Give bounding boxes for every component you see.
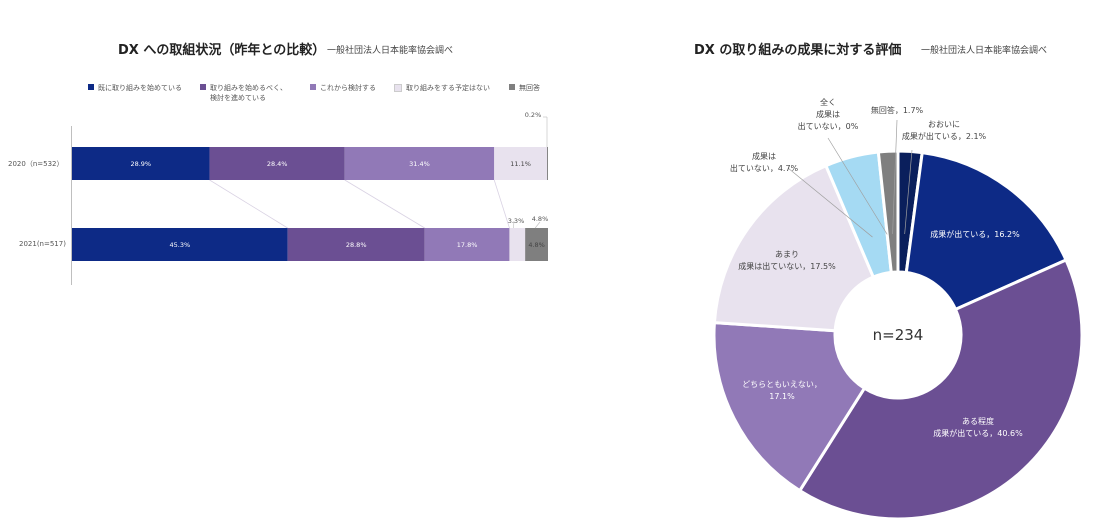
donut-center-label: n=234 (873, 326, 924, 344)
legend-swatch (509, 84, 515, 90)
bar-data-label: 11.1% (510, 160, 531, 168)
donut-chart-title: DX の取り組みの成果に対する評価 (694, 43, 902, 58)
donut-leader-line (787, 167, 873, 238)
bar-segment-1-3 (509, 228, 526, 261)
legend-label: 既に取り組みを始めている (98, 84, 182, 92)
bar-data-label: 4.8% (528, 241, 545, 249)
donut-slice-label: 無回答，1.7% (871, 105, 924, 115)
bar-segment-0-0 (72, 147, 210, 180)
legend-item-0: 既に取り組みを始めている (88, 83, 182, 93)
donut-slice-2 (797, 258, 1084, 521)
bar-segment-0-2 (344, 147, 495, 180)
bar-segment-1-2 (424, 228, 510, 261)
legend-item-2: これから検討する (310, 83, 376, 93)
bar-segment-0-1 (209, 147, 345, 180)
donut-slice-label: どちらともいえない， 17.1% (742, 380, 822, 401)
legend-item-1: 取り組みを始めるべく、 検討を進めている (200, 83, 287, 103)
bar-data-label: 4.8% (532, 215, 549, 223)
donut-slice-label: 全く成果は出ていない，0% (798, 97, 859, 131)
donut-slice-4 (712, 163, 876, 333)
stacked-bar-chart: 28.9% 28.4% 31.4% 11.1% 45.3% 28.8% 17.8% 4.8% 3… (71, 111, 549, 285)
donut-slice-label: あまり成果は出ていない，17.5% (738, 250, 836, 271)
legend-label: 取り組みをする予定はない (406, 84, 490, 92)
donut-leader-line (827, 137, 888, 235)
legend-item-3: 取り組みをする予定はない (394, 83, 490, 93)
legend-swatch (88, 84, 94, 90)
bar-chart-source: 一般社団法人日本能率協会調べ (327, 46, 454, 56)
donut-slice-label: 成果が出ている，16.2% (930, 229, 1020, 239)
bar-data-label: 28.4% (267, 160, 288, 168)
bar-data-label: 28.8% (346, 241, 367, 249)
donut-chart: おおいに成果が出ている，2.1% 成果が出ている，16.2% ある程度成果が出ている… (712, 97, 1084, 521)
donut-slice-label: おおいに成果が出ている，2.1% (902, 120, 987, 141)
donut-slice-1 (904, 150, 1069, 312)
bar-data-label: 17.8% (457, 241, 478, 249)
bar-data-label: 28.9% (130, 160, 151, 168)
bar-data-label: 31.4% (409, 160, 430, 168)
bar-connector-line (344, 179, 425, 229)
donut-leader-line (904, 149, 913, 235)
leader-line (513, 220, 515, 229)
bar-connector-line (493, 179, 510, 229)
legend-label: これから検討する (320, 84, 376, 92)
donut-chart-source: 一般社団法人日本能率協会調べ (921, 46, 1048, 56)
bar-segment-1-0 (72, 228, 288, 261)
legend-item-4: 無回答 (509, 83, 540, 93)
bar-data-label: 3.3% (508, 217, 525, 225)
bar-data-label: 0.2% (525, 111, 542, 119)
legend-swatch (310, 84, 316, 90)
bar-segment-1-4 (525, 228, 548, 261)
bar-row-label-2021: 2021(n=517) (19, 240, 66, 248)
bar-connector-line (209, 179, 288, 229)
donut-slice-7 (876, 149, 900, 275)
legend-swatch (200, 84, 206, 90)
bar-segment-1-1 (287, 228, 425, 261)
donut-leader-line (892, 119, 898, 234)
bar-segment-0-3 (494, 147, 548, 180)
legend-label: 無回答 (519, 84, 540, 92)
bar-data-label: 45.3% (169, 241, 190, 249)
bar-chart-title: DX への取組状況（昨年との比較） (118, 43, 326, 58)
donut-slice-label: ある程度成果が出ている，40.6% (933, 416, 1023, 438)
legend-swatch (394, 84, 402, 92)
donut-slice-label: 成果は出ていない，4.7% (730, 151, 799, 173)
legend-label: 取り組みを始めるべく、 検討を進めている (210, 84, 287, 103)
bar-segment-0-4 (547, 147, 548, 180)
bar-row-label-2020: 2020（n=532） (8, 160, 64, 168)
donut-slice-3 (712, 320, 867, 493)
leader-line (534, 221, 541, 229)
